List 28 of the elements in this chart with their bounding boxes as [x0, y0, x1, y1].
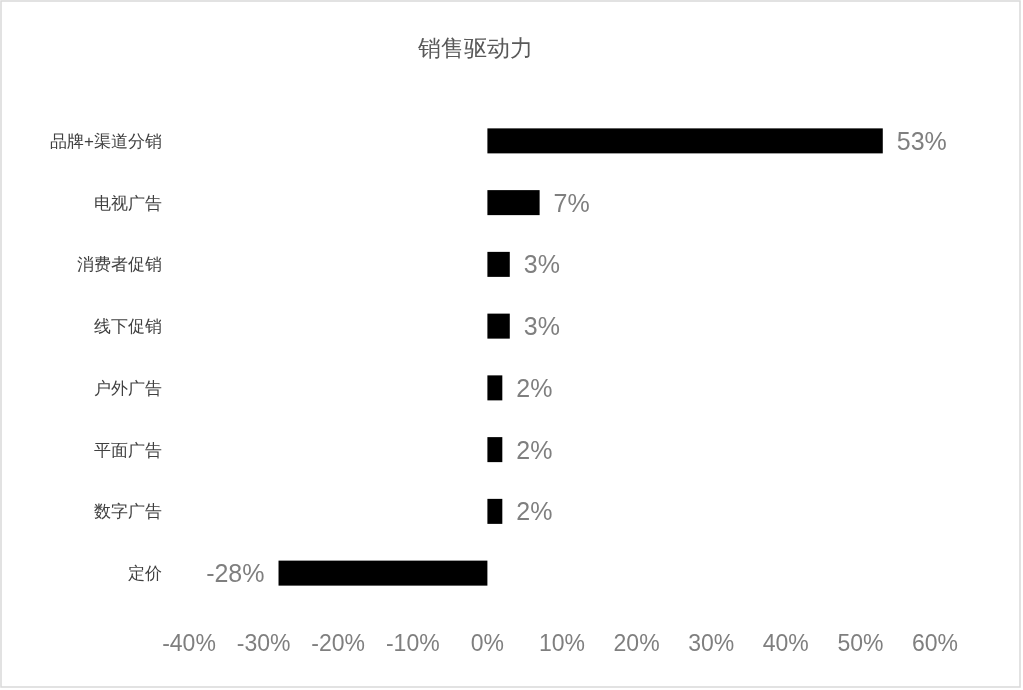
data-label: -28% [206, 559, 265, 588]
category-label: 线下促销 [94, 317, 162, 337]
category-label: 平面广告 [94, 440, 162, 460]
data-label: 2% [516, 497, 553, 526]
x-tick-label: 20% [613, 630, 660, 656]
data-label: 53% [896, 126, 947, 155]
x-tick-label: -20% [311, 630, 366, 656]
category-label: 数字广告 [94, 502, 162, 522]
category-label: 品牌+渠道分销 [50, 131, 162, 151]
data-label: 2% [516, 435, 553, 464]
x-tick-label: 30% [688, 630, 735, 656]
title: 销售驱动力 [417, 35, 533, 61]
x-tick-label: 60% [912, 630, 958, 656]
category-label: 户外广告 [94, 378, 162, 398]
data-label: 3% [523, 312, 560, 341]
category-label: 定价 [128, 564, 162, 584]
category-label: 电视广告 [94, 193, 162, 213]
x-tick-label: -40% [162, 630, 216, 656]
x-tick-label: 0% [470, 630, 504, 656]
category-label: 消费者促销 [77, 255, 162, 275]
data-label: 2% [516, 373, 553, 402]
data-label: 3% [523, 250, 560, 279]
x-tick-label: 10% [539, 630, 585, 656]
x-tick-label: 40% [762, 630, 809, 656]
x-tick-label: -30% [236, 630, 291, 656]
data-label: 7% [553, 188, 590, 217]
x-tick-label: 50% [837, 630, 884, 656]
x-tick-label: -10% [385, 630, 440, 656]
